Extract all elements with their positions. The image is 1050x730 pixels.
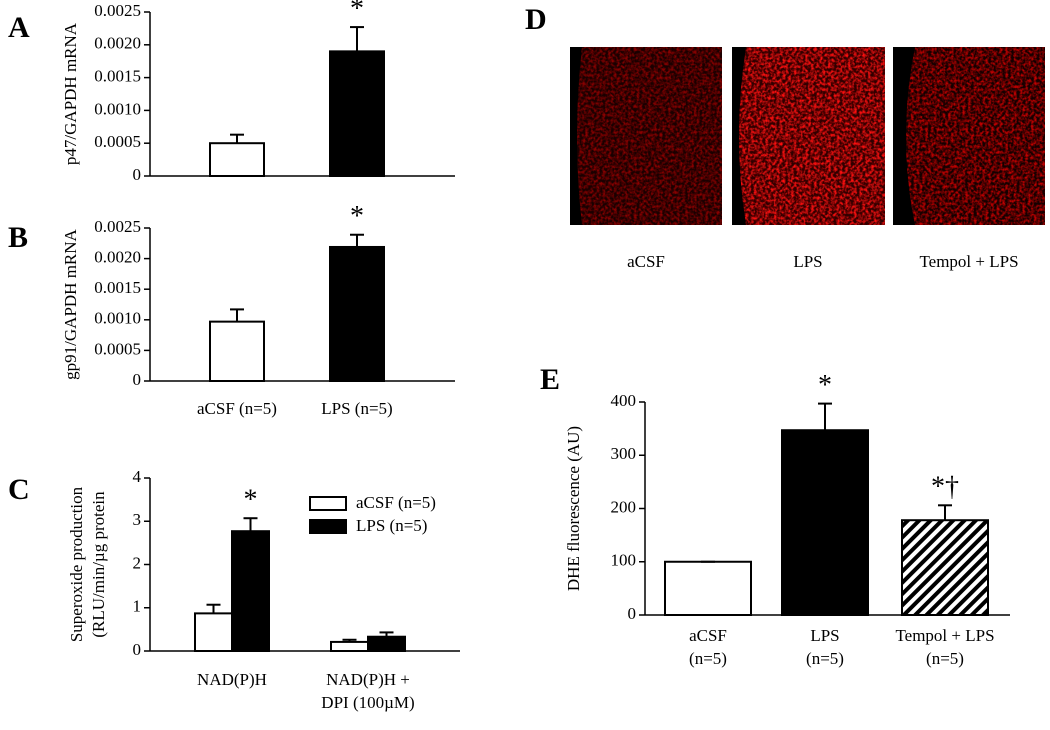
bar [367, 635, 406, 652]
y-axis-label: p47/GAPDH mRNA [61, 22, 80, 165]
y-tick-label: 0.0010 [94, 99, 141, 118]
y-tick-label: 0.0005 [94, 339, 141, 358]
y-tick-label: 0 [133, 370, 142, 389]
y-tick-label: 0.0020 [94, 34, 141, 53]
bar [664, 560, 752, 616]
ventricle [893, 47, 915, 225]
y-axis-label: gp91/GAPDH mRNA [61, 228, 80, 379]
panel-label: D [525, 3, 547, 36]
panel-label: A [8, 11, 30, 44]
y-tick-label: 3 [133, 510, 142, 529]
y-axis-label: (RLU/min/µg protein [89, 491, 108, 638]
x-tick-label: LPS (n=5) [806, 626, 844, 668]
y-tick-label: 300 [611, 444, 637, 463]
y-tick-label: 0.0015 [94, 278, 141, 297]
panel-label: B [8, 221, 28, 254]
bar [209, 142, 265, 177]
x-tick-label-box: aCSF (n=5) [689, 626, 727, 668]
y-tick-label: 0 [133, 165, 142, 184]
legend-label: aCSF (n=5) [356, 493, 436, 512]
y-axis-label: Superoxide production [67, 486, 86, 642]
y-tick-label: 100 [611, 551, 637, 570]
y-tick-label: 0.0025 [94, 1, 141, 20]
y-tick-label: 400 [611, 391, 637, 410]
x-tick-label-box: Tempol + LPS (n=5) [895, 626, 995, 668]
bar [209, 320, 265, 382]
x-tick-label-box: LPS (n=5) [321, 399, 393, 418]
legend-swatch [309, 519, 347, 534]
bar [330, 640, 369, 652]
y-tick-label: 0.0025 [94, 217, 141, 236]
micrograph-panel: D aCSF LPS Tempol + LPS [525, 3, 1045, 271]
y-tick-label: 200 [611, 497, 637, 516]
y-tick-label: 0 [628, 604, 637, 623]
bar [329, 50, 385, 177]
y-tick-label: 0.0005 [94, 132, 141, 151]
y-tick-label: 0.0015 [94, 67, 141, 86]
y-tick-label: 2 [133, 553, 142, 572]
ventricle [570, 47, 582, 225]
annotation: * [350, 201, 364, 232]
bar [901, 519, 989, 617]
annotation: * [818, 370, 832, 401]
y-tick-label: 0.0020 [94, 248, 141, 267]
micrograph [732, 47, 885, 225]
x-tick-label: NAD(P)H [197, 670, 267, 689]
annotation: * [244, 485, 258, 516]
micrograph [893, 47, 1045, 225]
x-tick-label: NAD(P)H + DPI (100µM) [321, 670, 415, 712]
bar [781, 429, 869, 616]
caption: aCSF [627, 252, 665, 271]
y-tick-label: 0 [133, 640, 142, 659]
micrograph [570, 47, 722, 225]
y-axis-label: DHE fluorescence (AU) [564, 426, 583, 591]
x-tick-label-box: NAD(P)H [197, 670, 267, 689]
y-tick-label: 4 [133, 467, 142, 486]
panel-label: C [8, 473, 30, 506]
annotation: *† [931, 472, 959, 503]
caption: Tempol + LPS [919, 252, 1018, 271]
legend-swatch [309, 496, 347, 511]
ventricle [732, 47, 746, 225]
annotation: * [350, 0, 364, 25]
bar [231, 530, 270, 653]
x-tick-label-box: LPS (n=5) [806, 626, 844, 668]
x-tick-label-box: aCSF (n=5) [197, 399, 277, 418]
bar [329, 245, 385, 382]
caption: LPS [793, 252, 822, 271]
x-tick-label: aCSF (n=5) [197, 399, 277, 418]
y-tick-label: 0.0010 [94, 309, 141, 328]
y-tick-label: 1 [133, 597, 142, 616]
x-tick-label: Tempol + LPS (n=5) [895, 626, 995, 668]
panel-label: E [540, 363, 560, 396]
x-tick-label: aCSF (n=5) [689, 626, 727, 668]
bar [194, 612, 233, 652]
x-tick-label: LPS (n=5) [321, 399, 393, 418]
legend-label: LPS (n=5) [356, 516, 427, 535]
x-tick-label-box: NAD(P)H + DPI (100µM) [321, 670, 415, 712]
